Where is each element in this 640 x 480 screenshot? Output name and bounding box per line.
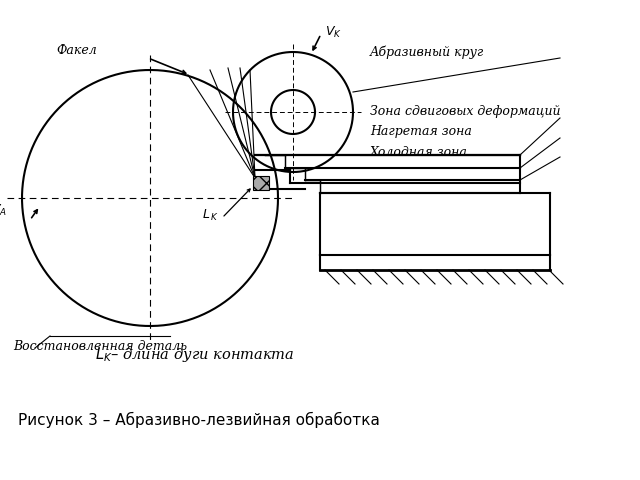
Text: $L_{\,K}$: $L_{\,K}$ <box>202 207 218 223</box>
Text: $V_{A}$: $V_{A}$ <box>0 203 7 217</box>
Bar <box>253 176 269 190</box>
Text: $L_{K}$– длина дуги контакта: $L_{K}$– длина дуги контакта <box>95 346 294 364</box>
Text: Восстановленная деталь: Восстановленная деталь <box>13 340 187 353</box>
Text: Холодная зона: Холодная зона <box>370 145 468 158</box>
Text: Нагретая зона: Нагретая зона <box>370 125 472 139</box>
Text: Факел: Факел <box>56 44 97 57</box>
Text: Зона сдвиговых деформаций: Зона сдвиговых деформаций <box>370 106 561 119</box>
Text: Абразивный круг: Абразивный круг <box>370 45 484 59</box>
Text: $V_{K}$: $V_{K}$ <box>325 24 342 39</box>
Text: Рисунок 3 – Абразивно-лезвийная обработка: Рисунок 3 – Абразивно-лезвийная обработк… <box>18 412 380 428</box>
